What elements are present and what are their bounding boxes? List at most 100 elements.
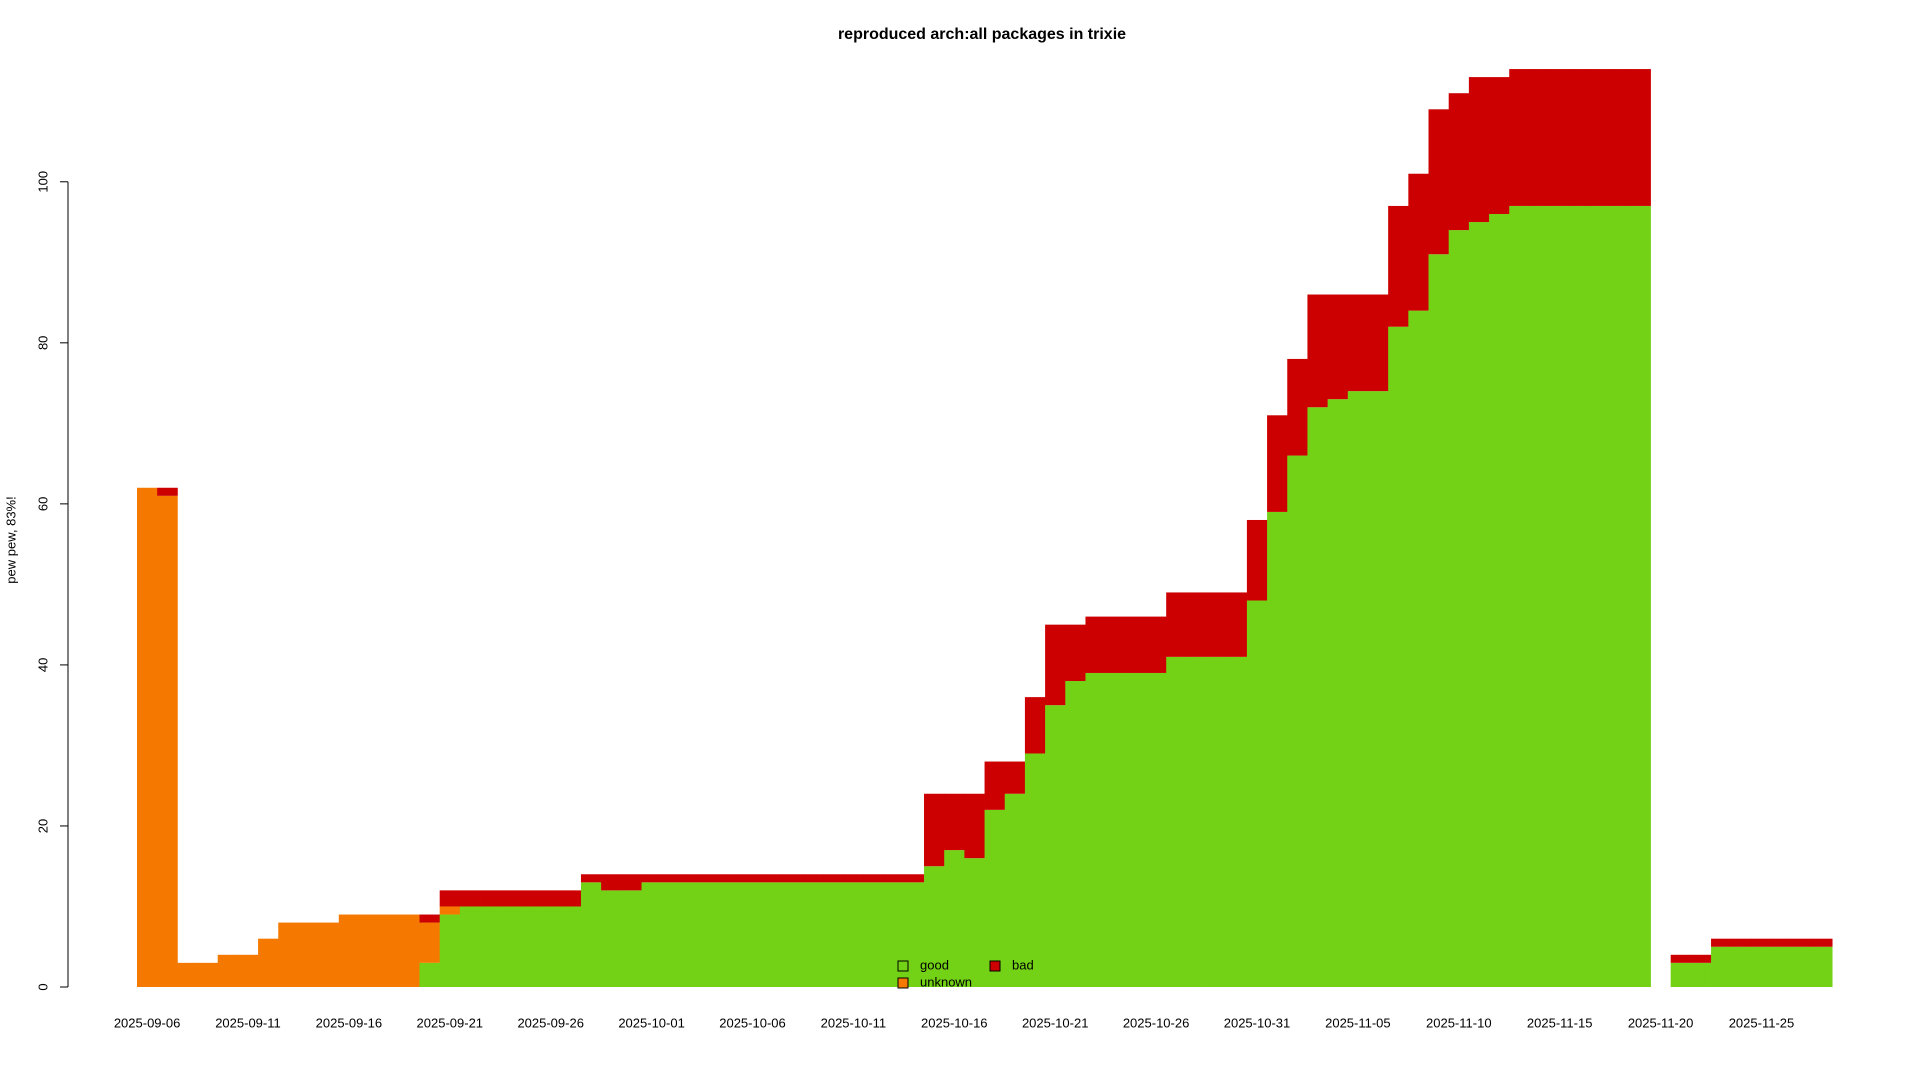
bar-segment	[1327, 294, 1349, 400]
bar-segment	[964, 793, 985, 859]
y-tick-label: 0	[35, 983, 50, 990]
bar-segment	[1267, 511, 1288, 987]
bar-segment	[419, 914, 441, 923]
y-tick-label: 40	[35, 658, 50, 672]
bar-segment	[883, 874, 905, 883]
bar-segment	[197, 962, 219, 987]
bar-segment	[1206, 592, 1228, 657]
bar-segment	[1529, 205, 1550, 987]
x-tick-label: 2025-11-10	[1426, 1015, 1492, 1030]
bar-segment	[984, 761, 1006, 810]
legend-label: good	[920, 957, 949, 972]
bar-segment	[944, 793, 965, 851]
bar-segment	[661, 882, 683, 987]
bar-segment	[1428, 254, 1450, 987]
bar-segment	[964, 858, 985, 987]
bar-segment	[782, 874, 804, 883]
x-tick-label: 2025-09-11	[215, 1015, 281, 1030]
bar-segment	[217, 954, 239, 987]
bar-segment	[1105, 672, 1127, 987]
bar-segment	[1307, 407, 1329, 987]
bar-segment	[1388, 205, 1409, 327]
bar-segment	[298, 922, 320, 987]
bar-segment	[358, 914, 380, 987]
bar-segment	[702, 882, 723, 987]
bar-segment	[1489, 77, 1510, 214]
bar-segment	[621, 874, 642, 891]
bar-segment	[1690, 962, 1712, 987]
bar-segment	[1166, 592, 1187, 657]
bar-segment	[1226, 656, 1248, 987]
bar-segment	[1811, 946, 1833, 987]
bar-segment	[560, 890, 582, 907]
bar-segment	[681, 882, 703, 987]
bar-segment	[843, 882, 864, 987]
bar-segment	[1367, 391, 1389, 987]
bar-segment	[520, 890, 541, 907]
bar-segment	[661, 874, 683, 883]
x-tick-label: 2025-10-01	[618, 1015, 685, 1030]
bar-segment	[1408, 310, 1429, 987]
bar-segment	[1287, 455, 1308, 987]
bar-segment	[1630, 69, 1651, 206]
bar-segment	[802, 882, 824, 987]
bar-segment	[480, 906, 501, 987]
bar-segment	[1045, 624, 1066, 706]
bar-segment	[379, 914, 400, 987]
bar-segment	[157, 495, 178, 987]
bar-segment	[601, 874, 622, 891]
chart-title: reproduced arch:all packages in trixie	[838, 26, 1126, 43]
bar-segment	[742, 882, 763, 987]
x-tick-label: 2025-10-26	[1123, 1015, 1190, 1030]
bar-segment	[1307, 294, 1329, 408]
bar-segment	[802, 874, 824, 883]
bar-segment	[722, 874, 743, 883]
bar-segment	[1509, 205, 1530, 987]
bar-segment	[1024, 753, 1046, 987]
bar-segment	[1428, 109, 1450, 255]
bar-segment	[1468, 222, 1490, 988]
bar-segment	[984, 809, 1006, 987]
bar-segment	[1549, 205, 1571, 987]
bar-segment	[702, 874, 723, 883]
bar-segment	[1489, 213, 1510, 987]
bar-segment	[1711, 946, 1732, 987]
bar-segment	[1610, 69, 1631, 206]
bar-segment	[601, 890, 622, 987]
bar-segment	[722, 882, 743, 987]
bar-segment	[1146, 672, 1167, 987]
bar-segment	[1711, 938, 1732, 947]
bar-segment	[439, 914, 461, 987]
bar-segment	[1549, 69, 1571, 206]
bar-segment	[177, 962, 198, 987]
bar-segment	[742, 874, 763, 883]
bar-segment	[1791, 946, 1813, 987]
x-tick-label: 2025-09-06	[114, 1015, 181, 1030]
bar-segment	[1388, 326, 1409, 987]
bar-segment	[1105, 616, 1127, 673]
x-tick-label: 2025-10-16	[921, 1015, 988, 1030]
bar-segment	[762, 882, 784, 987]
bar-segment	[318, 922, 340, 987]
bar-segment	[157, 487, 178, 496]
bar-segment	[459, 906, 481, 987]
bar-segment	[1146, 616, 1167, 673]
bar-segment	[580, 874, 602, 883]
bar-segment	[1125, 672, 1147, 987]
y-axis-label: pew pew, 83%!	[3, 496, 18, 583]
bar-segment	[1206, 656, 1228, 987]
bar-segment	[1771, 946, 1793, 987]
bar-segment	[1004, 761, 1026, 794]
bar-segment	[1367, 294, 1389, 392]
bar-segment	[1045, 705, 1066, 987]
bar-segment	[1448, 230, 1470, 988]
x-tick-label: 2025-09-16	[316, 1015, 383, 1030]
bar-segment	[1246, 519, 1268, 601]
legend-swatch	[989, 960, 1001, 972]
x-tick-label: 2025-11-25	[1729, 1015, 1795, 1030]
bar-segment	[459, 890, 481, 907]
legend-label: unknown	[920, 974, 972, 989]
bar-segment	[1791, 938, 1813, 947]
bar-segment	[439, 906, 461, 915]
